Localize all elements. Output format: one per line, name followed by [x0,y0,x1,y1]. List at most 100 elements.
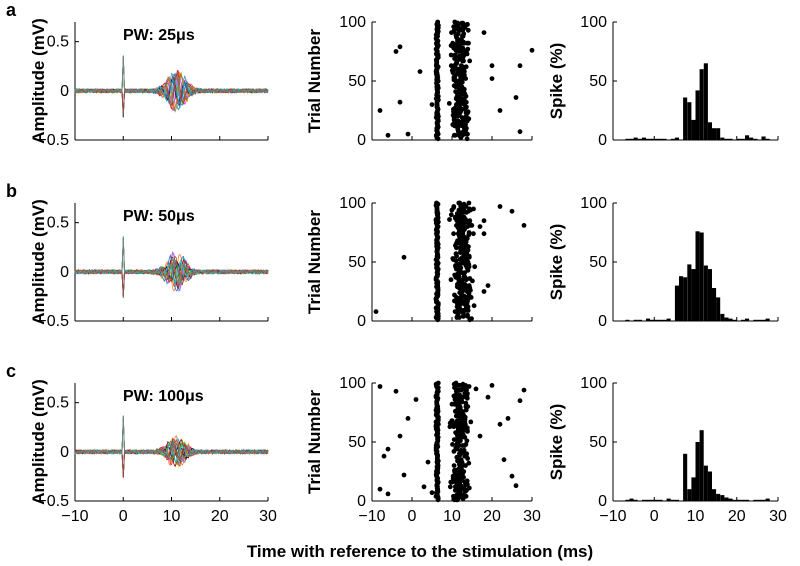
raster-spike [466,485,472,491]
y-tick-label: 0 [60,264,69,281]
y-axis-label: Spike (%) [547,404,566,481]
histogram-bar [745,318,750,321]
raster-spike [373,309,379,314]
x-tick-label: 20 [483,508,501,525]
histogram-bar [625,499,630,501]
raster-spike [453,392,459,398]
histogram-bar [720,137,725,140]
raster-spike [472,264,478,270]
histogram-bar [720,495,725,501]
y-tick-label: 0 [357,493,366,510]
histogram-bar [703,265,708,321]
raster-spike [405,416,411,421]
panel-label-a: a [6,0,17,20]
raster-spike [450,112,456,118]
y-tick-label: 50 [348,254,366,271]
raster-spike [385,491,391,497]
raster-spike [452,132,458,138]
histogram-bar [633,499,638,501]
x-tick-label: −10 [358,508,385,525]
raster-spike [517,129,523,135]
histogram-bar [654,319,659,321]
histogram-bar [687,489,692,501]
y-tick-label: −0.5 [37,132,69,149]
y-axis-label: Spike (%) [547,43,566,120]
y-axis-label: Amplitude (mV) [29,199,48,325]
x-tick-label: 30 [769,508,787,525]
y-tick-label: 50 [589,434,607,451]
raster-spike [489,383,495,388]
y-tick-label: 50 [589,254,607,271]
raster-spike [425,459,431,465]
x-tick-label: 0 [650,508,659,525]
histogram-bar [674,137,679,140]
raster-spike [450,256,456,261]
raster-spike [459,20,465,26]
histogram-bar [679,276,684,321]
y-axis-label: Trial Number [305,210,324,314]
histogram-bar [707,122,712,140]
raster-spike [461,313,466,319]
raster-spike [377,384,383,389]
histogram-bar [695,90,700,140]
raster-spike [451,204,457,209]
histogram-bar [683,277,688,321]
raster-spike [497,108,503,113]
x-tick-label: 20 [728,508,746,525]
raster-spike [448,52,454,58]
histogram-bar [666,318,671,321]
histogram-bar [761,499,766,501]
histogram-bar [625,319,630,321]
raster-spike [513,95,519,100]
raster-spike [509,208,515,214]
waveform-trace [74,73,269,115]
raster-spike [435,380,441,386]
histogram-bar [753,138,758,140]
histogram-bar [637,319,642,321]
raster-spike [509,473,515,479]
y-tick-label: −0.5 [37,493,69,510]
raster-spike [464,22,470,27]
raster-spike [447,217,452,222]
waveform-trace [74,418,269,463]
histogram-bar [658,138,663,140]
histogram-bar [646,499,651,501]
histogram-bar [757,319,762,321]
raster-spike [397,99,403,105]
raster-spike [452,292,457,298]
waveform-trace [74,56,269,113]
waveform-trace [74,257,269,297]
raster-spike [466,200,472,206]
x-tick-label: −10 [61,508,88,525]
raster-spike [461,201,467,207]
histogram-bar [745,499,750,501]
y-axis-label: Trial Number [305,390,324,494]
x-tick-label: 10 [687,508,705,525]
y-tick-label: 0 [60,444,69,461]
histogram-bar [716,128,721,140]
histogram-bar [650,499,655,501]
raster-spike [421,484,427,490]
raster-spike [464,438,470,444]
raster-spike [469,316,474,321]
histogram-bar [716,297,721,321]
histogram-bar [753,319,758,321]
y-tick-label: 100 [580,195,607,212]
raster-spike [393,388,399,394]
raster-spike [435,19,441,25]
raster-spike [467,276,473,281]
histogram-bar [629,498,634,501]
histogram-bar [646,138,651,140]
histogram-bar [658,319,663,321]
raster-spike [455,118,461,124]
histogram-bar [629,138,634,140]
histogram-bar [716,493,721,501]
raster-spike [417,69,423,74]
histogram-bar [753,499,758,501]
raster-spike [460,381,466,387]
histogram-bar [712,288,717,321]
raster-spike [501,457,507,463]
raster-spike [397,433,403,439]
raster-spike [405,131,411,137]
